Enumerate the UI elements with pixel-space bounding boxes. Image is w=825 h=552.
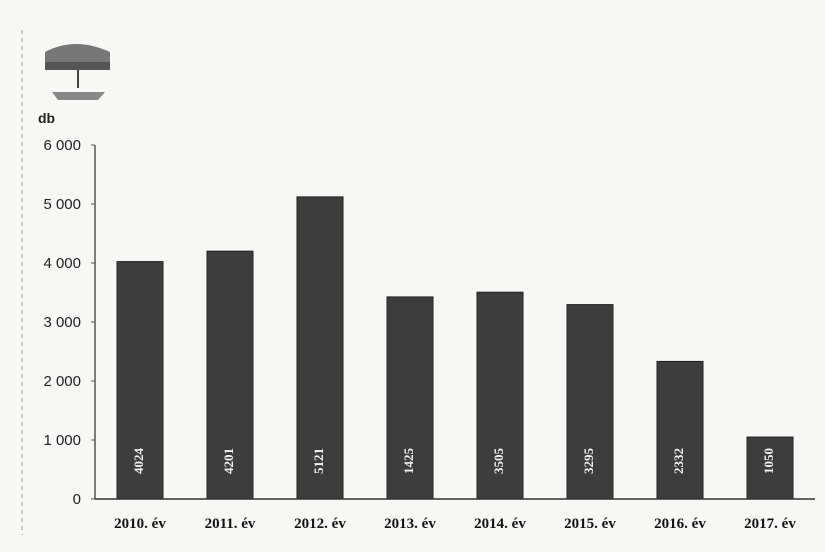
x-category-label: 2013. év — [384, 516, 436, 532]
x-category-label: 2011. év — [205, 516, 256, 532]
bar-value-label: 4201 — [221, 448, 236, 474]
x-category-label: 2017. év — [744, 516, 796, 532]
bar-value-label: 2332 — [671, 448, 686, 474]
x-category-label: 2016. év — [654, 516, 706, 532]
bar — [566, 304, 614, 500]
x-category-label: 2015. év — [564, 516, 616, 532]
x-category-label: 2012. év — [294, 516, 346, 532]
y-tick-label: 6 000 — [43, 137, 81, 154]
bar — [206, 250, 254, 500]
y-tick-label: 2 000 — [43, 373, 81, 390]
bar-value-label: 1050 — [761, 448, 776, 474]
bar — [656, 360, 704, 500]
y-axis-unit-label: db — [38, 110, 55, 126]
logo-icon — [45, 44, 110, 100]
y-tick-label: 4 000 — [43, 255, 81, 272]
bar-value-label: 3295 — [581, 448, 596, 475]
bar-value-label: 1425 — [401, 448, 416, 475]
y-tick-label: 5 000 — [43, 196, 81, 213]
bar-value-label: 5121 — [311, 448, 326, 474]
x-category-label: 2014. év — [474, 516, 526, 532]
bar — [386, 296, 434, 500]
bar — [296, 196, 344, 500]
bar — [476, 291, 524, 500]
bar-value-label: 4024 — [131, 448, 146, 475]
bar — [746, 436, 794, 500]
y-tick-label: 1 000 — [43, 432, 81, 449]
x-category-label: 2010. év — [114, 516, 166, 532]
y-tick-label: 3 000 — [43, 314, 81, 331]
bar-value-label: 3505 — [491, 448, 506, 475]
y-tick-label: 0 — [73, 491, 81, 508]
bar — [116, 261, 164, 500]
